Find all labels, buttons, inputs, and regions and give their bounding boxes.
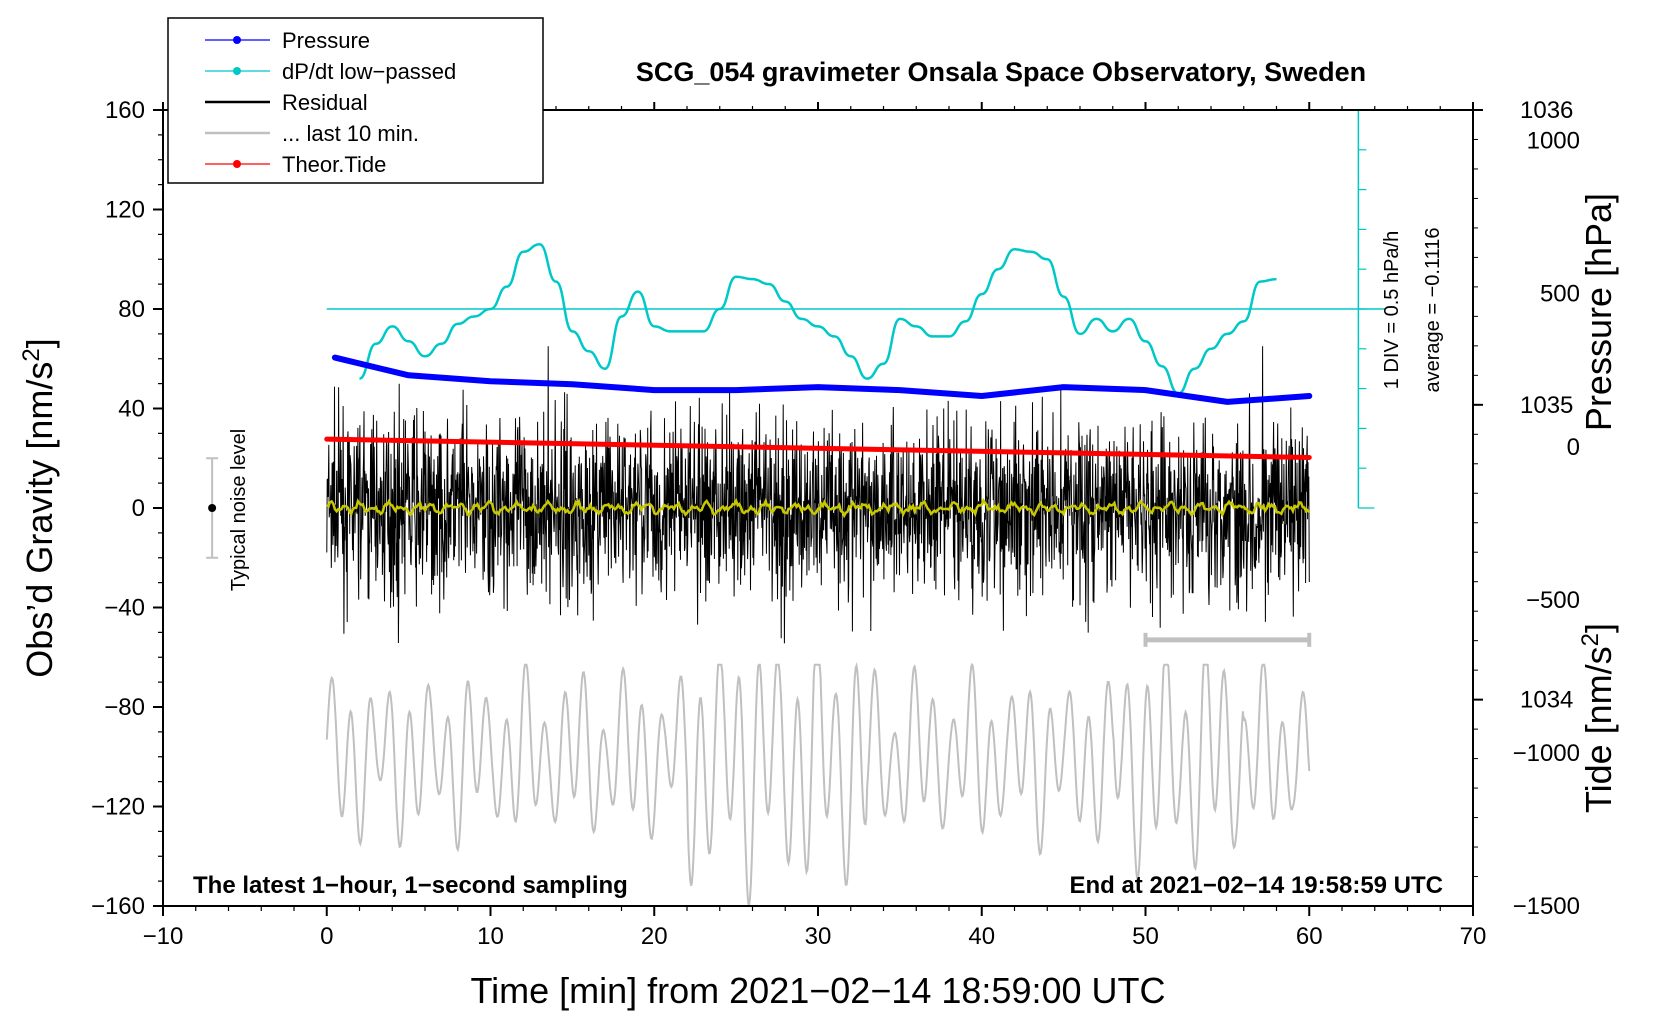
tide-tick-label: −500 <box>1526 587 1580 614</box>
y-axis-label-text: Obs’d Gravity [nm/s <box>19 362 60 678</box>
y-tick-label: −160 <box>91 893 145 920</box>
tide-axis-label-text: Tide [nm/s <box>1578 646 1619 813</box>
tide-tick-label: 1000 <box>1527 128 1580 155</box>
series-dpdt <box>358 243 1277 395</box>
y-axis-label-close: ] <box>19 338 60 348</box>
pressure-tick-label: 1036 <box>1520 97 1573 124</box>
series-theor-tide <box>324 436 1312 460</box>
y-tick-label: −80 <box>104 694 145 721</box>
x-tick-label: 50 <box>1132 923 1159 950</box>
x-tick-label: 30 <box>805 923 832 950</box>
y-tick-label: 40 <box>118 396 145 423</box>
sampling-annotation: The latest 1−hour, 1−second sampling <box>193 872 628 899</box>
x-tick-label: 70 <box>1460 923 1487 950</box>
y-axis-label-sup: 2 <box>18 348 45 361</box>
y-tick-label: 120 <box>105 197 145 224</box>
noise-level-label: Typical noise level <box>228 429 250 591</box>
legend-swatch-dot <box>233 160 241 168</box>
x-axis-label: Time [min] from 2021−02−14 18:59:00 UTC <box>470 970 1165 1011</box>
x-tick-label: −10 <box>143 923 184 950</box>
x-tick-label: 20 <box>641 923 668 950</box>
tide-axis-label: Tide [nm/s2] <box>1577 623 1619 813</box>
legend-swatch-dot <box>233 67 241 75</box>
legend-label: ... last 10 min. <box>282 121 419 146</box>
legend: Pressure dP/dt low−passed Residual ... last… <box>167 17 544 184</box>
x-tick-label: 0 <box>320 923 333 950</box>
tide-axis-label-sup: 2 <box>1577 633 1604 646</box>
tide-tick-label: −1000 <box>1513 740 1580 767</box>
chart-title: SCG_054 gravimeter Onsala Space Observat… <box>636 57 1366 87</box>
x-tick-label: 10 <box>477 923 504 950</box>
end-time-annotation: End at 2021−02−14 19:58:59 UTC <box>1069 872 1443 899</box>
y-tick-label: 160 <box>105 97 145 124</box>
pressure-tick-label: 1034 <box>1520 687 1573 714</box>
pressure-tick-label: 1035 <box>1520 392 1573 419</box>
tide-tick-label: −1500 <box>1513 893 1580 920</box>
y-tick-label: −40 <box>104 595 145 622</box>
series-last-10-min <box>325 661 1311 907</box>
y-tick-label: 0 <box>132 495 145 522</box>
pressure-axis-label: Pressure [hPa] <box>1578 193 1619 431</box>
dpdt-average-label: average = −0.1116 <box>1422 228 1444 393</box>
axes-layer: −10 0 10 20 30 40 50 60 70 −160 −120 −80 −40 0 40 80 120… <box>91 97 1580 950</box>
x-tick-label: 60 <box>1296 923 1323 950</box>
dpdt-scale-label: 1 DIV = 0.5 hPa/h <box>1381 231 1403 389</box>
legend-entries: Pressure dP/dt low−passed Residual ... last… <box>205 28 456 177</box>
tide-axis-label-close: ] <box>1578 623 1619 633</box>
y-tick-label: 80 <box>118 296 145 323</box>
tide-tick-label: 0 <box>1567 434 1580 461</box>
legend-box <box>167 17 544 184</box>
tide-tick-label: 500 <box>1540 281 1580 308</box>
series-pressure <box>331 354 1313 405</box>
legend-label: Residual <box>282 90 368 115</box>
series-layer <box>206 109 1385 907</box>
legend-label: dP/dt low−passed <box>282 59 456 84</box>
y-tick-label: −120 <box>91 794 145 821</box>
legend-label: Pressure <box>282 28 370 53</box>
series-residual-smoothed <box>326 497 1311 519</box>
x-tick-label: 40 <box>968 923 995 950</box>
y-axis-label: Obs’d Gravity [nm/s2] <box>18 338 60 677</box>
noise-level-dot <box>208 504 217 512</box>
legend-swatch-dot <box>233 36 241 44</box>
legend-label: Theor.Tide <box>282 152 386 177</box>
